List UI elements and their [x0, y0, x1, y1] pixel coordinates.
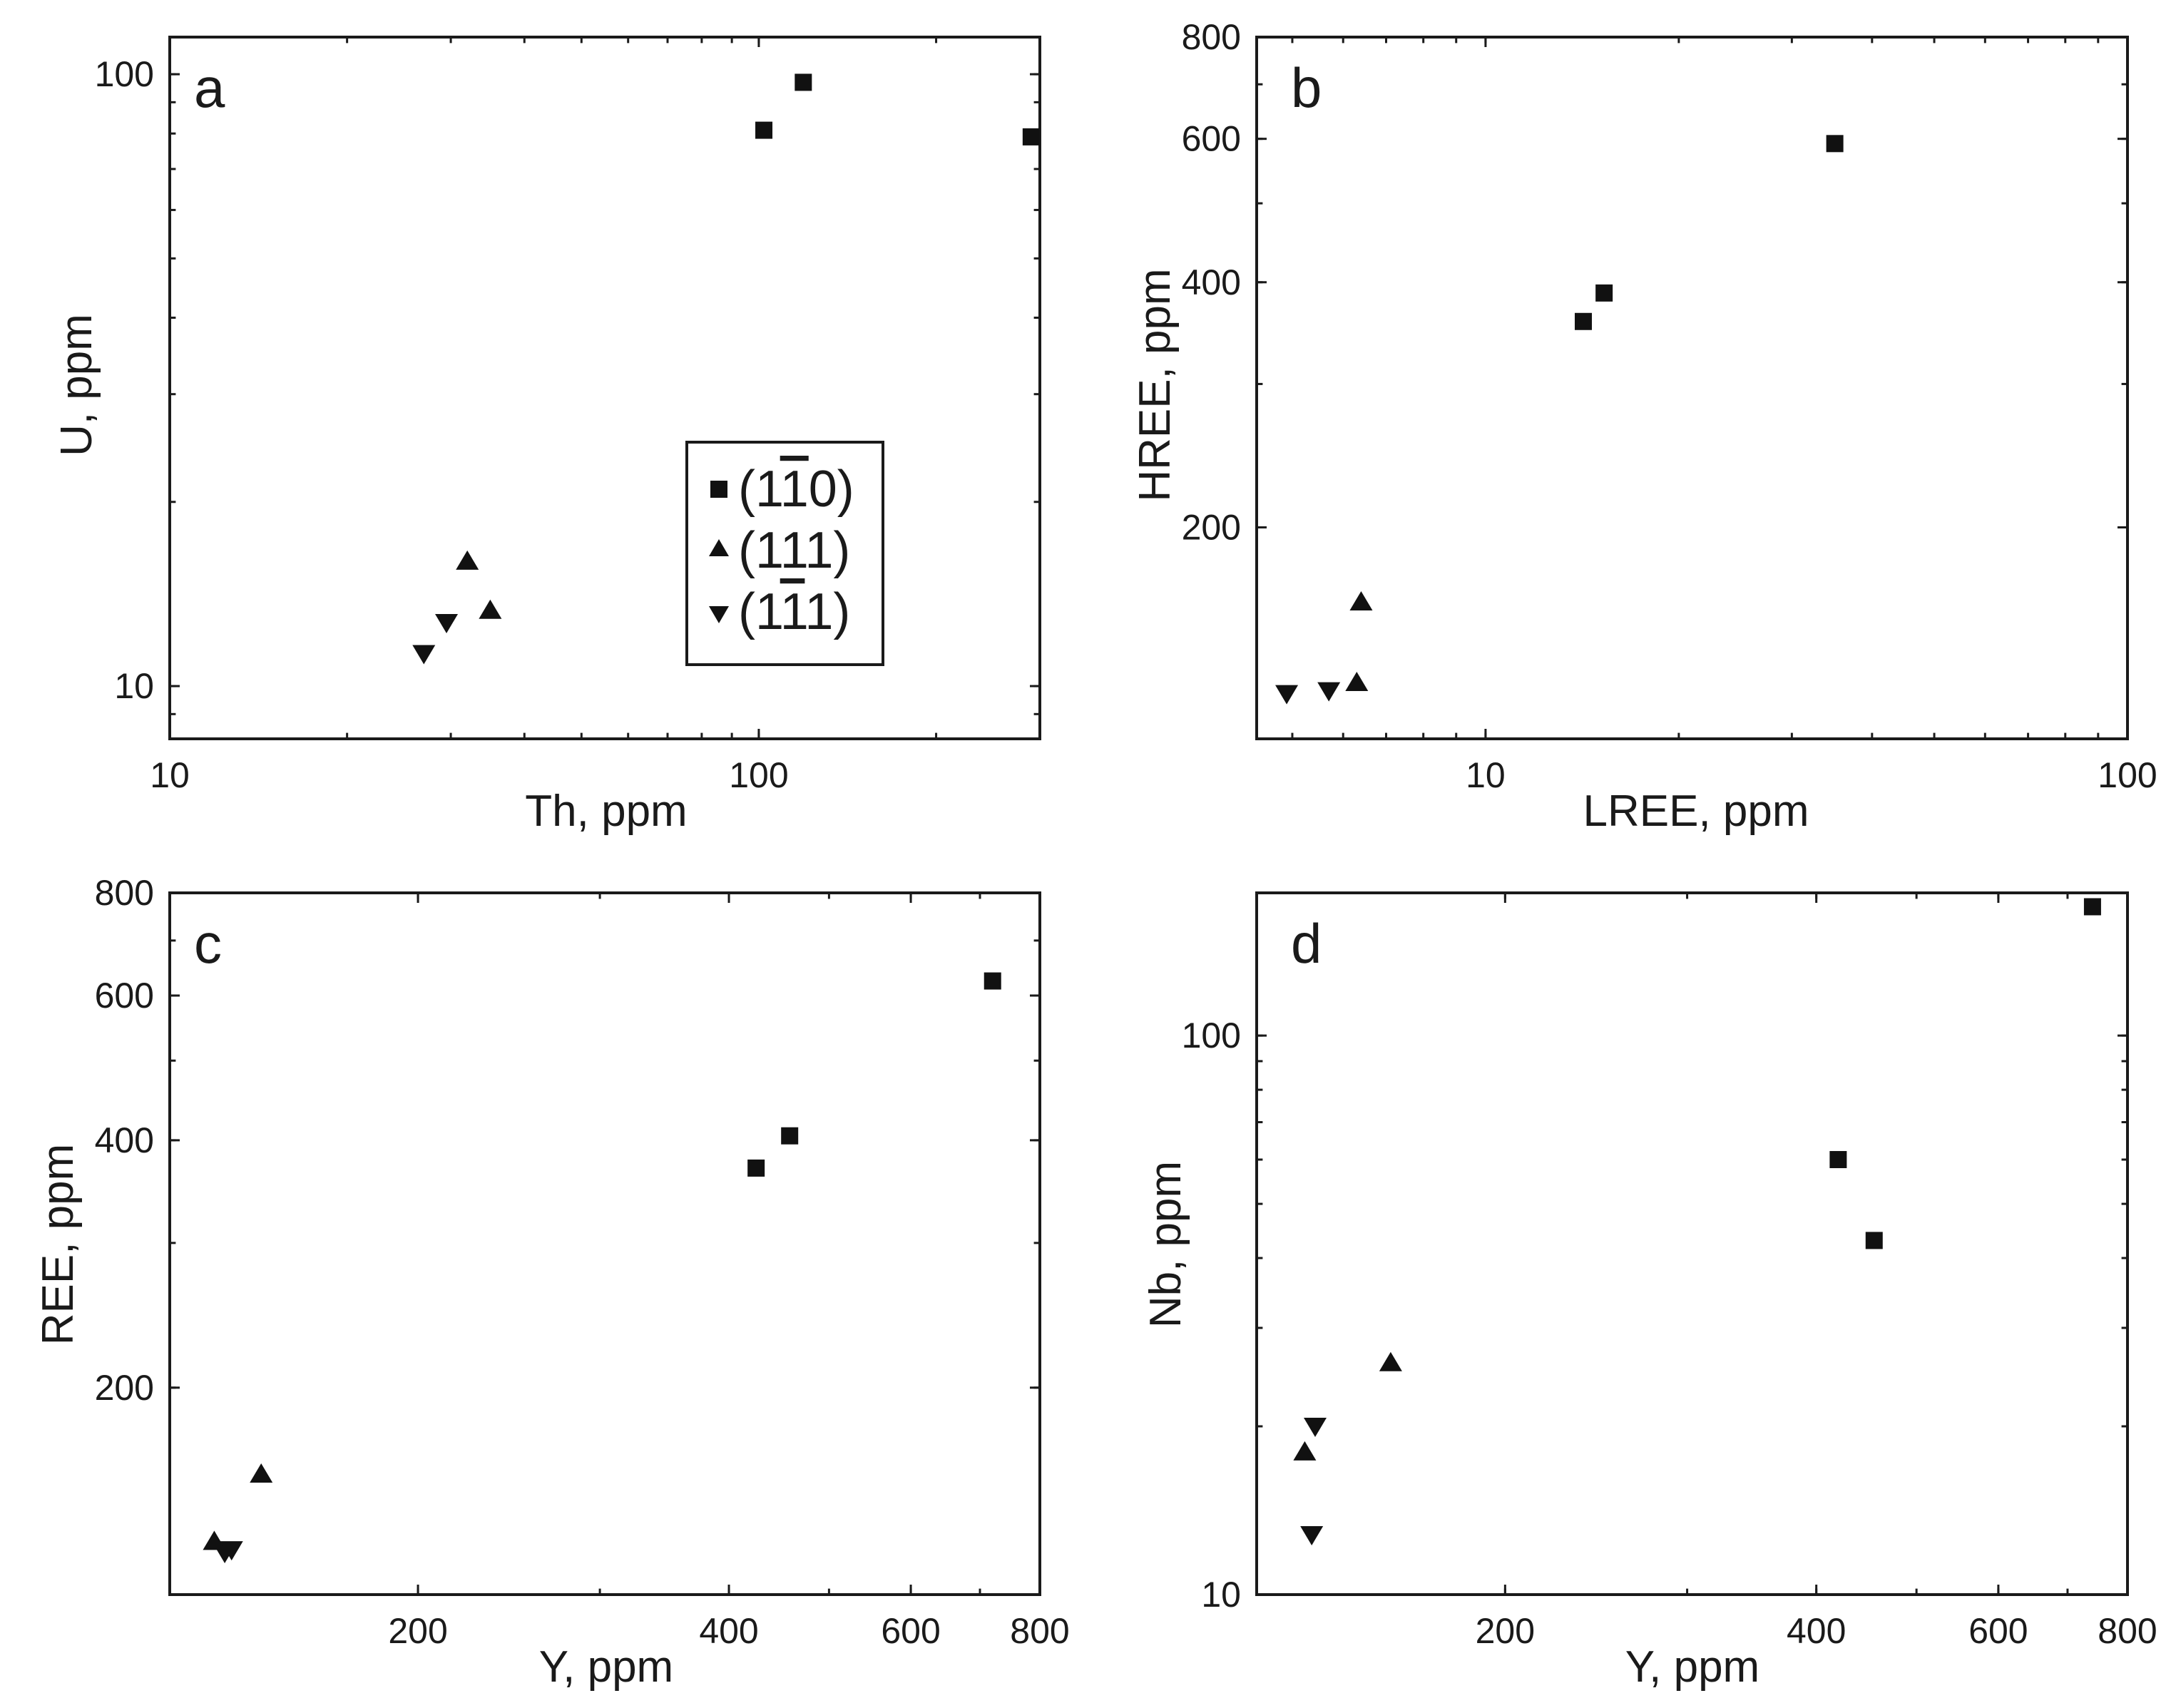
plot-area-d: 200 400 600 800 10 100: [1182, 891, 2157, 1651]
data-point-square: [1595, 284, 1613, 302]
data-point-triangle-up: [479, 599, 502, 619]
legend-triangle-up-marker: [709, 539, 729, 556]
plot-frame-b: [1255, 36, 2129, 740]
plot-area-c: 200 400 600 800 200 400 600 800: [95, 873, 1070, 1651]
data-point-square: [795, 73, 812, 91]
panel-c: c Y, ppm REE, ppm: [34, 912, 673, 1692]
y-tick-label: 200: [1182, 508, 1241, 548]
data-point-triangle-up: [1345, 671, 1369, 691]
data-point-triangle-down: [1304, 1418, 1327, 1438]
data-point-square: [1865, 1232, 1883, 1249]
data-point-square: [781, 1127, 799, 1145]
legend-item-110: (110): [710, 461, 854, 518]
data-point-triangle-up: [456, 550, 479, 570]
x-tick-label: 100: [2098, 755, 2157, 795]
panel-b-y-axis-title: HREE, ppm: [1130, 268, 1180, 501]
legend-item-1-bar1-1: (111): [709, 583, 850, 640]
x-tick-label: 600: [881, 1611, 940, 1651]
data-point-square: [2083, 898, 2101, 916]
legend-label-111: (111): [738, 522, 850, 579]
legend-item-111: (111): [709, 522, 850, 579]
panel-a-x-axis-title: Th, ppm: [525, 787, 687, 836]
panel-a-y-axis-title: U, ppm: [52, 314, 101, 456]
legend-square-marker: [710, 481, 727, 498]
y-tick-label: 100: [1182, 1016, 1241, 1055]
panel-a-letter: a: [194, 56, 225, 119]
data-point-triangle-down: [1275, 685, 1299, 705]
y-tick-label: 100: [95, 54, 154, 94]
panel-c-letter: c: [194, 912, 222, 975]
panel-c-x-axis-title: Y, ppm: [539, 1642, 673, 1692]
legend-label-1-bar1-1: (111): [738, 583, 850, 640]
data-point-triangle-up: [1293, 1441, 1317, 1461]
data-point-triangle-down: [220, 1541, 243, 1561]
data-point-square: [1826, 135, 1844, 153]
x-tick-label: 800: [1010, 1611, 1069, 1651]
y-tick-label: 400: [1182, 262, 1241, 302]
data-point-square: [984, 972, 1001, 990]
data-point-triangle-down: [412, 645, 436, 665]
data-point-triangle-up: [1379, 1351, 1402, 1371]
data-point-square: [1829, 1151, 1847, 1169]
plot-frame-a: [168, 36, 1041, 740]
x-tick-label: 400: [1787, 1611, 1846, 1651]
data-point-square: [747, 1159, 765, 1177]
data-point-triangle-up: [1349, 591, 1373, 611]
panel-d: d Y, ppm Nb, ppm: [1141, 912, 1759, 1692]
legend-label-110: (110): [738, 461, 854, 518]
legend: (110) (111) (111): [685, 441, 884, 666]
x-tick-label: 200: [1476, 1611, 1535, 1651]
data-point-triangle-down: [1317, 682, 1341, 702]
panel-a: a Th, ppm U, ppm: [52, 56, 688, 836]
panel-b-x-axis-title: LREE, ppm: [1583, 787, 1809, 836]
data-point-triangle-down: [435, 613, 459, 633]
plot-frame-d: [1255, 891, 2129, 1596]
y-tick-label: 400: [95, 1120, 154, 1160]
y-tick-label: 600: [1182, 119, 1241, 159]
y-tick-label: 800: [95, 873, 154, 913]
data-point-square: [755, 121, 773, 139]
x-tick-label: 400: [699, 1611, 758, 1651]
x-tick-label: 800: [2098, 1611, 2157, 1651]
plot-area-a: 10 100 10 100: [95, 36, 1041, 795]
x-tick-label: 200: [388, 1611, 447, 1651]
x-tick-label: 10: [1466, 755, 1506, 795]
y-tick-label: 200: [95, 1368, 154, 1408]
data-point-square: [1022, 128, 1040, 145]
y-tick-label: 10: [114, 666, 154, 706]
panel-d-letter: d: [1291, 912, 1322, 975]
data-point-square: [1574, 312, 1592, 330]
panel-c-y-axis-title: REE, ppm: [34, 1144, 83, 1346]
panel-d-x-axis-title: Y, ppm: [1625, 1642, 1759, 1692]
x-tick-label: 600: [1968, 1611, 2028, 1651]
panel-b-letter: b: [1291, 56, 1322, 119]
y-tick-label: 10: [1201, 1575, 1241, 1615]
y-tick-label: 800: [1182, 17, 1241, 57]
x-tick-label: 100: [729, 755, 788, 795]
panel-d-y-axis-title: Nb, ppm: [1141, 1161, 1190, 1328]
legend-triangle-down-marker: [709, 606, 729, 623]
data-point-triangle-down: [1300, 1525, 1324, 1545]
y-tick-label: 600: [95, 976, 154, 1016]
data-point-triangle-up: [250, 1463, 273, 1483]
x-tick-label: 10: [150, 755, 190, 795]
panel-b: b LREE, ppm HREE, ppm: [1130, 56, 1809, 836]
plot-area-b: 10 100 200 400 600 800: [1182, 17, 2157, 795]
